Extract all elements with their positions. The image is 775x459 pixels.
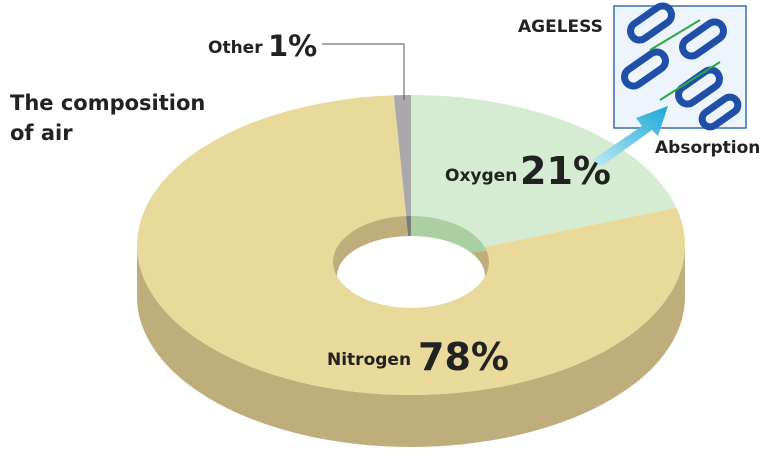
value-label: 21%	[520, 149, 611, 193]
slice-label: Nitrogen	[327, 350, 411, 370]
slice-label: Oxygen	[445, 166, 517, 186]
value-label: 1%	[268, 29, 317, 63]
ageless-package	[613, 2, 747, 131]
annotation: Absorption	[655, 138, 760, 158]
slice	[137, 95, 685, 395]
hole-opening	[337, 236, 485, 308]
annotation: AGELESS	[518, 17, 603, 37]
value-label: 78%	[418, 335, 509, 379]
slice	[411, 95, 677, 262]
slice-label: Other	[208, 38, 263, 58]
slice-side	[137, 245, 685, 447]
leader-line	[322, 43, 405, 100]
absorption-arrow	[592, 106, 668, 166]
chart-title: The composition of air	[10, 91, 206, 145]
slice-inner	[411, 216, 489, 262]
